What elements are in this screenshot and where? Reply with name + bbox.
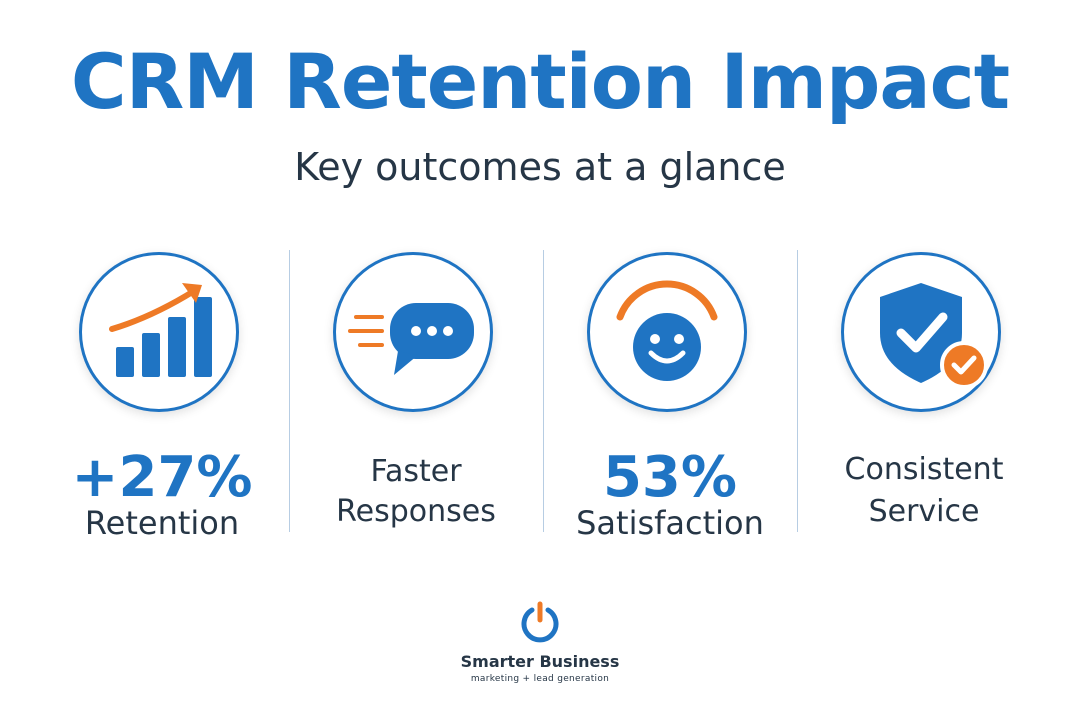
divider	[797, 250, 798, 532]
stat-label: Satisfaction	[576, 504, 764, 542]
stat-metric: 53%	[602, 445, 738, 510]
shield-check-icon	[880, 283, 988, 389]
stat-icon-circle	[79, 252, 239, 412]
stat-icon-circle	[333, 252, 493, 412]
smiley-face-icon	[616, 280, 718, 381]
divider	[543, 250, 544, 532]
chat-bubble-icon	[348, 303, 474, 375]
stat-label-line2: Service	[868, 494, 980, 529]
stat-label-line1: Consistent	[844, 452, 1004, 487]
stat-label: Retention	[84, 504, 240, 542]
stat-icon-circle	[841, 252, 1001, 412]
stat-service: Consistent Service	[798, 240, 1050, 540]
stat-icon-circle	[587, 252, 747, 412]
brand-tagline: marketing + lead generation	[470, 674, 610, 684]
stat-retention: +27% Retention	[36, 240, 288, 542]
stats-row: +27% Retention Faster Responses	[0, 240, 1080, 542]
growth-chart-icon	[109, 283, 212, 377]
brand-name: Smarter Business	[460, 652, 620, 671]
page-subtitle: Key outcomes at a glance	[294, 145, 786, 189]
stat-metric: +27%	[71, 445, 253, 510]
stat-label-line2: Responses	[336, 494, 496, 529]
stat-satisfaction: 53% Satisfaction	[544, 240, 796, 542]
stat-responses: Faster Responses	[290, 240, 542, 540]
brand-logo: Smarter Business marketing + lead genera…	[440, 596, 640, 696]
stat-label-line1: Faster	[370, 454, 462, 489]
page-title: CRM Retention Impact	[70, 37, 1010, 126]
power-icon	[521, 601, 559, 643]
divider	[289, 250, 290, 532]
